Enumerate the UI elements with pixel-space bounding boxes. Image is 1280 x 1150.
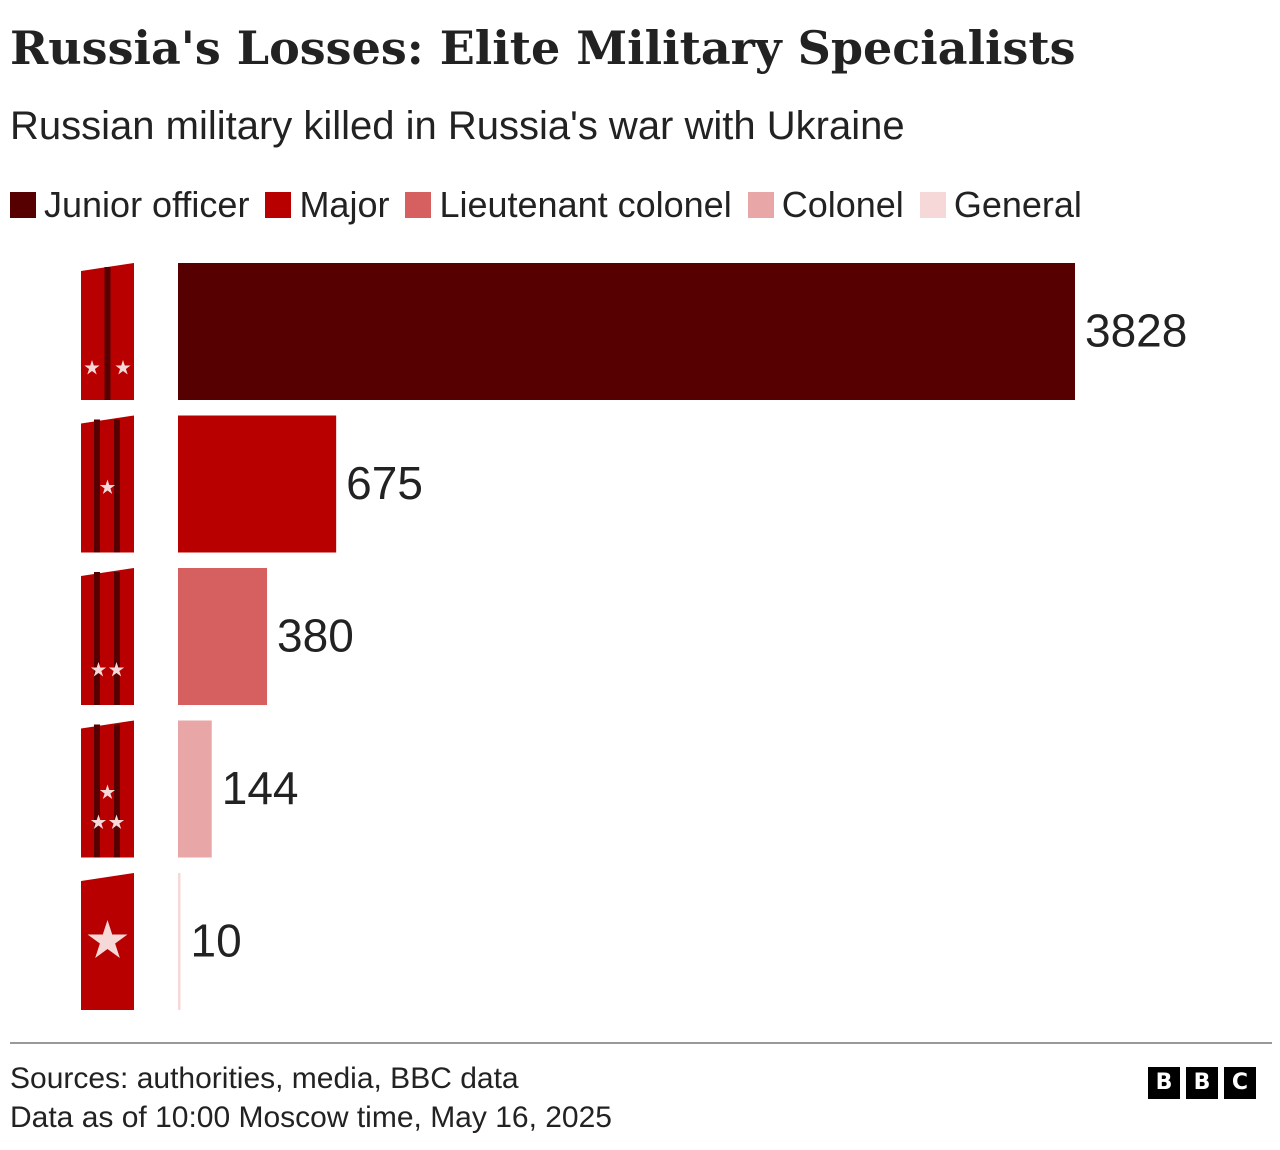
chart-subtitle: Russian military killed in Russia's war …	[10, 104, 905, 148]
star-icon	[99, 479, 116, 494]
bar-colonel	[178, 720, 212, 858]
legend-label: General	[953, 184, 1082, 225]
source-note: Sources: authorities, media, BBC data	[10, 1062, 519, 1095]
legend-item-junior-officer: Junior officer	[10, 182, 249, 228]
bar-chart: 3828 675 380 144 10	[81, 263, 1187, 1010]
legend-swatch	[919, 192, 946, 218]
legend-swatch	[405, 192, 432, 218]
footer-divider	[10, 1042, 1272, 1044]
star-icon	[99, 784, 116, 799]
bar-value-label: 675	[346, 457, 423, 509]
insignia-colonel	[81, 720, 134, 858]
star-icon	[108, 662, 125, 677]
legend-item-lieutenant-colonel: Lieutenant colonel	[405, 182, 732, 228]
legend-item-major: Major	[265, 182, 389, 228]
legend-label: Colonel	[781, 184, 904, 225]
bbc-logo: B B C	[1148, 1067, 1256, 1099]
star-icon	[84, 360, 100, 375]
insignia-junior-officer	[81, 263, 134, 400]
shoulder-board-stripe	[94, 572, 100, 705]
legend-swatch	[747, 192, 774, 218]
bar-value-label: 380	[277, 610, 354, 662]
bar-major	[178, 415, 337, 553]
star-icon	[90, 814, 107, 829]
bar-general	[178, 873, 181, 1010]
legend: Junior officer Major Lieutenant colonel …	[10, 182, 1098, 228]
insignia-major	[81, 415, 134, 553]
shoulder-board-stripe	[114, 572, 120, 705]
shoulder-board-shape	[81, 568, 134, 705]
bar-value-label: 10	[191, 915, 242, 967]
logo-letter: C	[1224, 1067, 1256, 1099]
insignia-general	[81, 873, 134, 1010]
insignia-lieutenant-colonel	[81, 568, 134, 705]
shoulder-board-stripe	[94, 724, 100, 858]
star-icon	[115, 360, 131, 375]
legend-item-general: General	[919, 182, 1082, 228]
logo-letter: B	[1186, 1067, 1218, 1099]
shoulder-board-stripe	[114, 724, 120, 858]
bar-value-label: 144	[222, 762, 299, 814]
star-icon	[108, 814, 125, 829]
shoulder-board-stripe	[114, 419, 120, 553]
bar-lieutenant-colonel	[178, 568, 268, 705]
shoulder-board-stripe	[104, 267, 111, 400]
chart-title: Russia's Losses: Elite Military Speciali…	[10, 21, 1076, 75]
bar-junior-officer	[178, 263, 1075, 400]
logo-letter: B	[1148, 1067, 1180, 1099]
legend-label: Junior officer	[44, 184, 250, 225]
legend-item-colonel: Colonel	[747, 182, 904, 228]
legend-swatch	[10, 192, 36, 218]
legend-label: Major	[299, 184, 390, 225]
data-date-note: Data as of 10:00 Moscow time, May 16, 20…	[10, 1101, 612, 1134]
bar-value-label: 3828	[1085, 305, 1187, 357]
shoulder-board-stripe	[94, 419, 100, 553]
legend-swatch	[265, 192, 292, 218]
legend-label: Lieutenant colonel	[439, 184, 732, 225]
star-icon	[87, 920, 128, 958]
star-icon	[90, 662, 107, 677]
